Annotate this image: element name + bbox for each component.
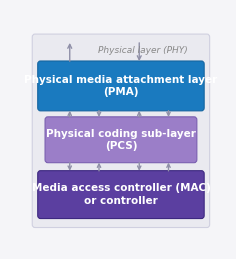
Text: Physical layer (PHY): Physical layer (PHY) [98,46,188,55]
FancyBboxPatch shape [38,61,204,111]
Text: Media access controller (MAC)
or controller: Media access controller (MAC) or control… [32,183,210,206]
Text: Physical coding sub-layer
(PCS): Physical coding sub-layer (PCS) [46,128,196,151]
FancyBboxPatch shape [32,34,210,227]
FancyBboxPatch shape [38,171,204,219]
Text: Physical media attachment layer
(PMA): Physical media attachment layer (PMA) [24,75,218,97]
FancyBboxPatch shape [45,117,197,163]
